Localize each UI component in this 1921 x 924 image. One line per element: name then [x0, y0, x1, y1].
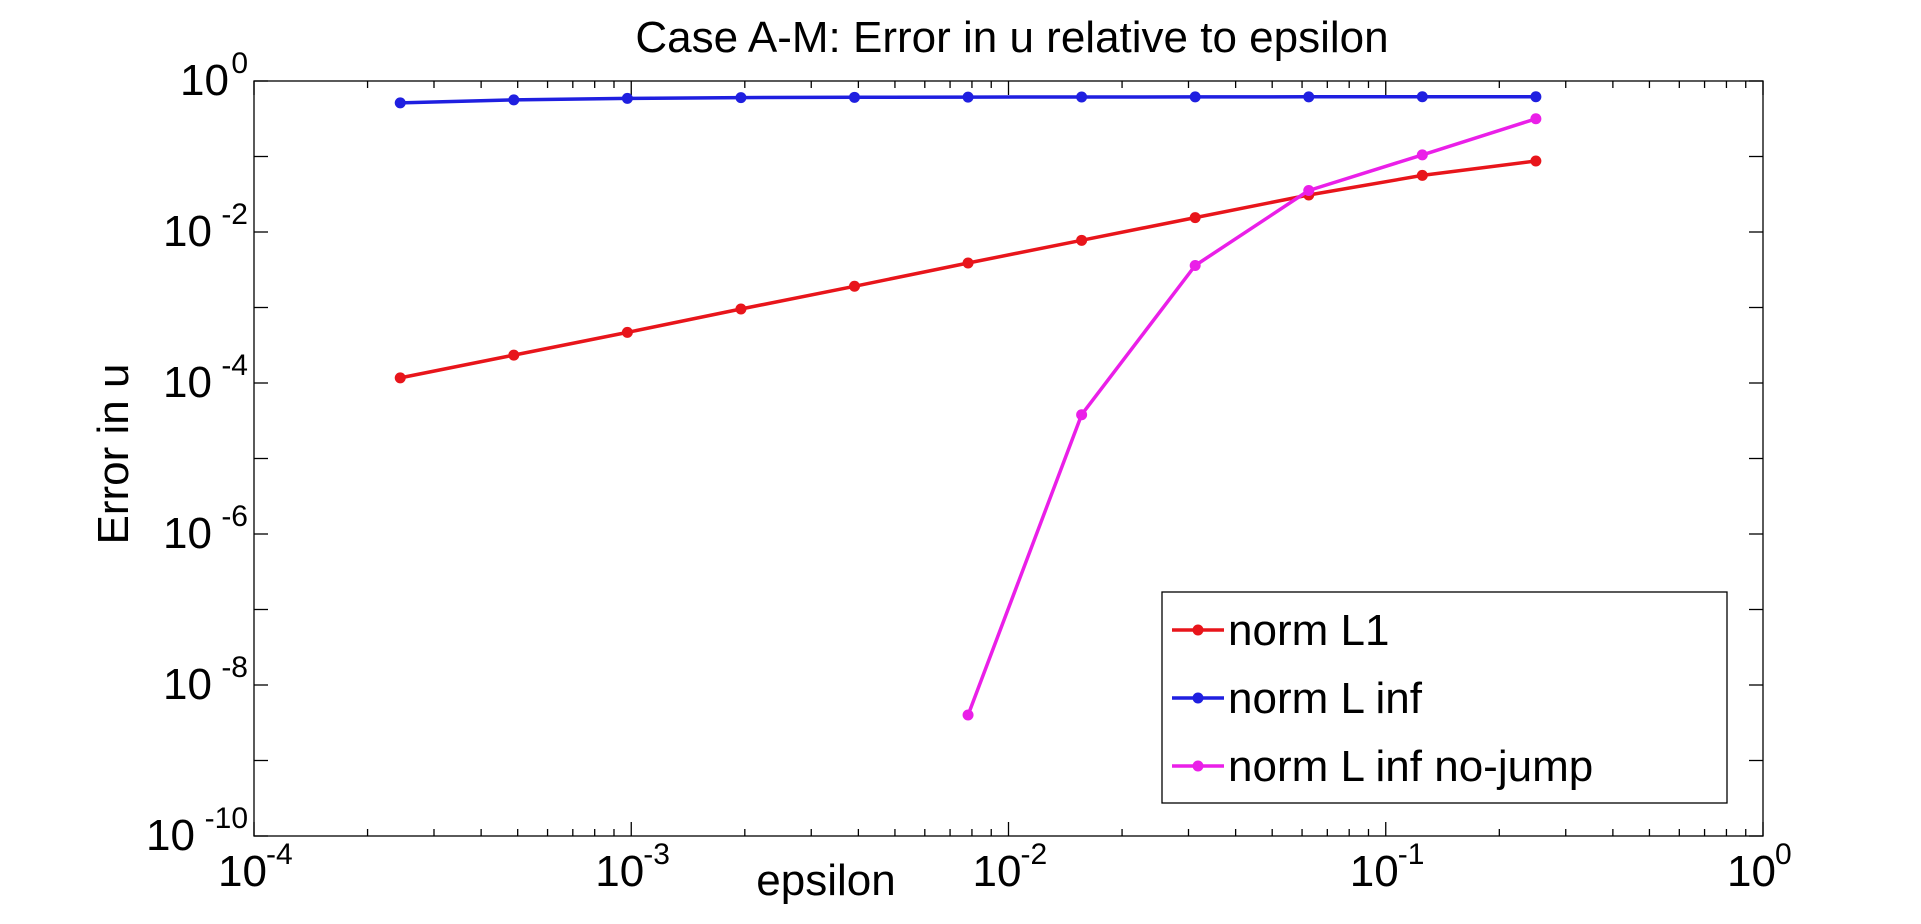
data-point: [1416, 169, 1428, 181]
data-point: [1416, 91, 1428, 103]
x-tick-label-exponent: -4: [266, 838, 293, 871]
y-tick-label-base: 10: [180, 56, 229, 105]
legend-label: norm L inf no-jump: [1228, 742, 1593, 791]
x-tick-label: 10 -4: [218, 838, 293, 896]
series-line: [966, 117, 1538, 717]
data-point: [735, 303, 747, 315]
legend-item: norm L inf no-jump: [1172, 742, 1593, 791]
axis-ticks: 10 -4 10 -3 10 -2 10 -1 10 0010-210-410-610-810-1…: [146, 47, 1792, 896]
legend-label: norm L1: [1228, 606, 1389, 655]
y-tick-label: -6 10: [163, 500, 248, 558]
y-tick-label: -2 10: [163, 198, 248, 256]
x-tick-label-base: 10: [1727, 847, 1776, 896]
x-tick-label: 10 -2: [973, 838, 1048, 896]
data-point: [1076, 409, 1088, 421]
data-point: [848, 91, 860, 103]
data-point: [962, 257, 974, 269]
series-2: [394, 91, 1542, 109]
y-tick-label-exponent: 0: [231, 47, 248, 80]
y-tick-label: -4 10: [163, 349, 248, 407]
x-tick-label-exponent: 0: [1775, 838, 1792, 871]
data-point: [1530, 155, 1542, 167]
y-tick-label-exponent: -10: [205, 802, 248, 835]
series-3: [962, 113, 1542, 721]
y-tick-label-exponent: -8: [221, 651, 248, 684]
chart-title: Case A-M: Error in u relative to epsilon: [635, 13, 1388, 62]
x-tick-label-base: 10: [218, 847, 267, 896]
y-tick-label-exponent: -4: [221, 349, 248, 382]
data-point: [621, 326, 633, 338]
data-point: [1303, 91, 1315, 103]
data-point: [1530, 91, 1542, 103]
data-point: [508, 94, 520, 106]
data-point: [848, 280, 860, 292]
data-point: [1303, 184, 1315, 196]
y-tick-label: -8 10: [163, 651, 248, 709]
legend: norm L1 norm L inf norm L inf no-jump: [1161, 591, 1728, 804]
data-point: [1189, 212, 1201, 224]
data-point: [508, 349, 520, 361]
x-tick-label-base: 10: [595, 847, 644, 896]
data-point: [962, 91, 974, 103]
y-tick-label: -10 10: [146, 802, 248, 860]
y-tick-label: 010: [180, 47, 248, 105]
legend-marker: [1192, 624, 1204, 636]
data-point: [394, 372, 406, 384]
x-tick-label-exponent: -3: [643, 838, 670, 871]
y-tick-label-base: 10: [163, 207, 212, 256]
legend-box: [1161, 591, 1728, 804]
data-point: [1416, 149, 1428, 161]
data-point: [1530, 113, 1542, 125]
x-tick-label-base: 10: [1350, 847, 1399, 896]
series-group: [394, 91, 1542, 721]
x-tick-label: 10 -1: [1350, 838, 1425, 896]
data-point: [621, 92, 633, 104]
legend-label: norm L inf: [1228, 674, 1423, 723]
x-axis-label: epsilon: [756, 856, 895, 905]
y-tick-label-base: 10: [163, 358, 212, 407]
legend-item: norm L1: [1172, 606, 1389, 655]
x-tick-label: 10 0: [1727, 838, 1792, 896]
legend-marker: [1192, 760, 1204, 772]
data-point: [735, 92, 747, 104]
legend-item: norm L inf: [1172, 674, 1423, 723]
y-axis-label: Error in u: [89, 364, 138, 545]
x-tick-label-exponent: -1: [1398, 838, 1425, 871]
data-point: [1189, 259, 1201, 271]
legend-marker: [1192, 692, 1204, 704]
x-tick-label-exponent: -2: [1021, 838, 1048, 871]
data-point: [1076, 234, 1088, 246]
y-tick-label-base: 10: [163, 509, 212, 558]
x-tick-label-base: 10: [973, 847, 1022, 896]
data-point: [1076, 91, 1088, 103]
data-point: [962, 709, 974, 721]
y-tick-label-base: 10: [146, 811, 195, 860]
y-tick-label-exponent: -6: [221, 500, 248, 533]
series-1: [394, 155, 1542, 384]
x-tick-label: 10 -3: [595, 838, 670, 896]
data-point: [1189, 91, 1201, 103]
y-tick-label-exponent: -2: [221, 198, 248, 231]
data-point: [394, 97, 406, 109]
y-tick-label-base: 10: [163, 660, 212, 709]
